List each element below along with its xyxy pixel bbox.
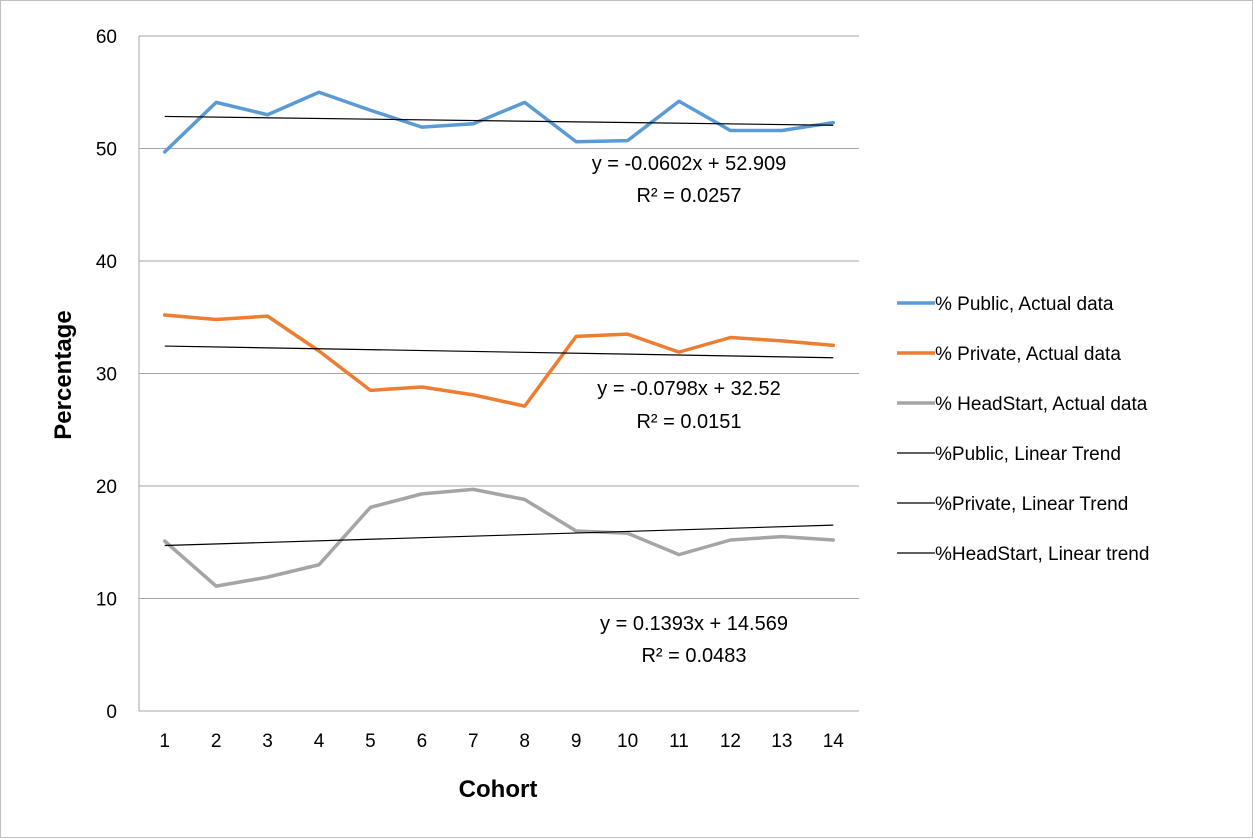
y-tick-label: 60	[96, 27, 117, 48]
legend-label: % HeadStart, Actual data	[935, 394, 1148, 415]
legend-label: % Public, Actual data	[935, 294, 1114, 315]
legend: % Public, Actual data % Private, Actual d…	[897, 294, 1149, 565]
y-tick-label: 30	[96, 365, 117, 386]
series-line-1	[162, 313, 836, 408]
legend-label: %Private, Linear Trend	[935, 494, 1128, 515]
y-tick-label: 40	[96, 252, 117, 273]
trendline-2	[164, 524, 834, 547]
x-tick-label: 4	[314, 731, 325, 752]
x-tick-label: 7	[468, 731, 479, 752]
legend-label: %Public, Linear Trend	[935, 444, 1121, 465]
trendline-equations: y = -0.0602x + 52.909 R² = 0.0257 y = -0.0…	[592, 153, 788, 667]
x-tick-label: 6	[417, 731, 428, 752]
x-tick-label: 9	[571, 731, 582, 752]
trendline-equation: y = -0.0602x + 52.909	[592, 153, 787, 175]
y-tick-label: 0	[106, 702, 117, 723]
x-tick-label: 3	[262, 731, 273, 752]
x-tick-label: 10	[617, 731, 638, 752]
legend-label: % Private, Actual data	[935, 344, 1121, 365]
x-tick-label: 8	[519, 731, 530, 752]
trendline-equation: y = -0.0798x + 32.52	[597, 378, 780, 400]
y-tick-label: 20	[96, 477, 117, 498]
trendline-r-squared: R² = 0.0483	[641, 645, 746, 667]
x-tick-label: 1	[159, 731, 170, 752]
series-line-0	[162, 90, 836, 154]
x-tick-label: 14	[823, 731, 845, 752]
x-tick-label: 13	[771, 731, 792, 752]
x-tick-label: 11	[669, 731, 689, 752]
series-line-2	[162, 487, 836, 588]
data-series	[162, 90, 836, 588]
legend-label: %HeadStart, Linear trend	[935, 544, 1149, 565]
y-tick-label: 10	[96, 590, 117, 611]
gridlines	[139, 35, 859, 599]
x-axis-title: Cohort	[459, 776, 538, 803]
x-tick-label: 2	[211, 731, 222, 752]
y-tick-labels: 0 10 20 30 40 50 60	[96, 27, 117, 723]
trendline-r-squared: R² = 0.0257	[636, 185, 741, 207]
trendline-equation: y = 0.1393x + 14.569	[600, 613, 788, 635]
trendline-1	[164, 345, 834, 359]
trendlines	[164, 115, 834, 547]
trendline-r-squared: R² = 0.0151	[636, 411, 741, 433]
trendline-0	[164, 115, 834, 126]
x-tick-label: 12	[720, 731, 741, 752]
axes	[138, 36, 859, 712]
y-tick-label: 50	[96, 140, 117, 161]
x-tick-labels: 1 2 3 4 5 6 7 8 9 10 11 12 13 14	[159, 731, 844, 752]
y-axis-title: Percentage	[50, 310, 77, 439]
x-tick-label: 5	[365, 731, 376, 752]
